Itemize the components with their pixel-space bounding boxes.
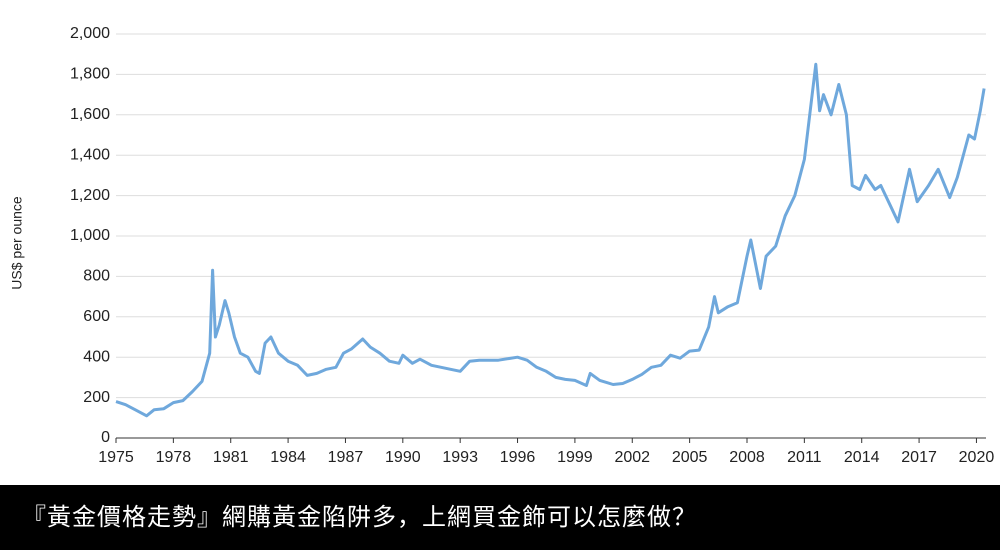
y-tick-label: 400 <box>83 348 110 365</box>
y-tick-label: 800 <box>83 268 110 285</box>
x-tick-label: 2008 <box>729 449 765 466</box>
y-tick-label: 2,000 <box>70 25 110 42</box>
y-tick-label: 0 <box>101 429 110 446</box>
price-line <box>115 62 986 418</box>
y-tick-label: 200 <box>83 389 110 406</box>
x-tick-label: 2005 <box>672 449 708 466</box>
y-axis-label: US$ per ounce <box>9 196 25 290</box>
x-tick-label: 1993 <box>442 449 478 466</box>
x-tick-label: 1987 <box>328 449 364 466</box>
chart: US$ per ounce 0 200 400 600 800 1,000 1,200 1,4… <box>9 25 995 466</box>
y-tick-label: 600 <box>83 308 110 325</box>
x-tick-label: 1981 <box>213 449 249 466</box>
y-tick-label: 1,000 <box>70 227 110 244</box>
y-tick-label: 1,400 <box>70 146 110 163</box>
x-tick-label: 2014 <box>844 449 880 466</box>
x-tick-label: 1999 <box>557 449 593 466</box>
y-tick-label: 1,800 <box>70 66 110 83</box>
x-tick-label: 1990 <box>385 449 421 466</box>
y-tick-label: 1,200 <box>70 187 110 204</box>
x-tick-label: 1978 <box>156 449 192 466</box>
x-tick-label: 2002 <box>614 449 650 466</box>
x-tick-label: 1996 <box>500 449 536 466</box>
x-tick-label: 2020 <box>959 449 995 466</box>
x-tick-label: 2011 <box>787 449 822 466</box>
caption-banner: 『黃金價格走勢』網購黃金陷阱多，上網買金飾可以怎麼做？ <box>0 485 1000 550</box>
y-tick-label: 1,600 <box>70 106 110 123</box>
x-tick-label: 1975 <box>98 449 134 466</box>
x-tick-label: 1984 <box>270 449 306 466</box>
x-tick-label: 2017 <box>901 449 937 466</box>
